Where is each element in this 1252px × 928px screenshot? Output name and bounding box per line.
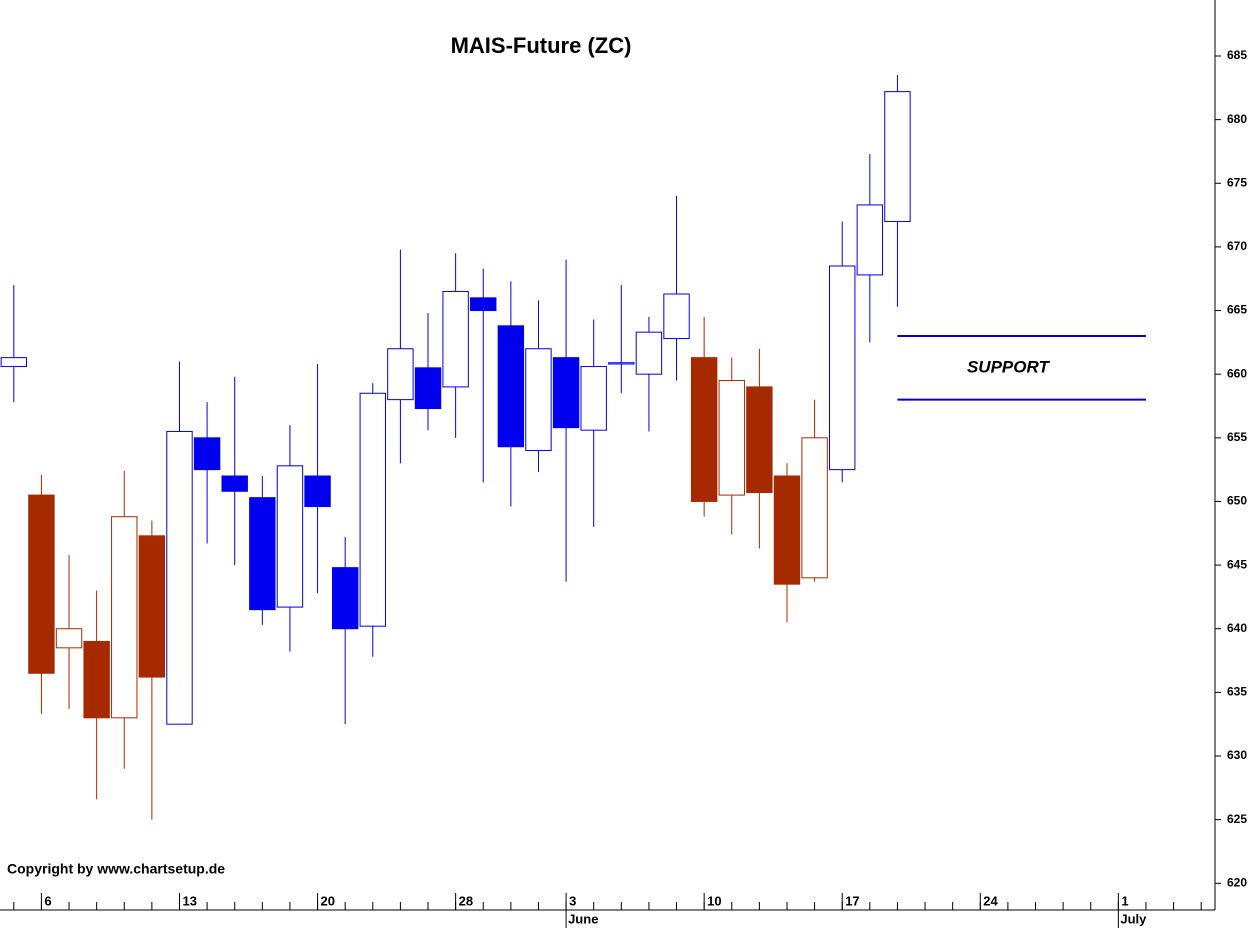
y-tick-label: 655 [1227,430,1247,444]
candle-body [359,392,386,627]
candle-body [111,516,138,719]
candle-body [746,386,773,494]
candle-body [470,297,497,312]
candle-body [331,567,359,630]
candle-body [608,362,635,365]
candle-body [856,204,884,276]
y-tick-label: 665 [1227,303,1247,317]
y-tick-label: 685 [1227,48,1247,62]
candle-body [442,290,469,388]
x-tick-label: 17 [845,893,859,908]
y-tick-label: 635 [1227,685,1247,699]
candle-body [55,628,83,649]
y-tick-label: 675 [1227,175,1247,189]
candle-body [635,331,663,375]
candle-body [580,366,607,431]
x-tick-label: 6 [44,893,51,908]
candle-body [718,380,745,496]
candle-body [829,265,856,471]
candle-body [83,640,110,719]
chart-title: MAIS-Future (ZC) [451,33,632,58]
candle-body [166,430,193,725]
y-tick-label: 670 [1227,239,1247,253]
candle-body [773,475,801,585]
candle-body [0,357,28,368]
y-tick-label: 630 [1227,748,1247,762]
y-tick-label: 620 [1227,875,1247,889]
y-tick-label: 645 [1227,557,1247,571]
x-tick-label: 13 [182,893,196,908]
candle-body [525,348,552,452]
y-tick-label: 650 [1227,494,1247,508]
x-tick-label: 28 [459,893,473,908]
candle-body [414,367,442,410]
candle-body [552,357,580,429]
month-label: July [1120,911,1147,926]
candle-body [28,494,55,674]
candle-body [690,357,718,502]
candle-body [193,437,221,471]
candle-body [221,475,248,492]
y-tick-label: 660 [1227,366,1247,380]
candle-body [249,497,276,611]
y-tick-label: 640 [1227,621,1247,635]
copyright: Copyright by www.chartsetup.de [7,861,225,877]
candle-body [801,437,828,579]
x-tick-label: 3 [569,893,576,908]
candle-body [884,91,911,222]
annotation: SUPPORT [967,357,1050,376]
candle-body [387,348,414,401]
x-tick-label: 10 [707,893,721,908]
candle-body [276,465,304,608]
candle-body [304,475,331,508]
candle-body [663,293,690,340]
x-tick-label: 20 [321,893,335,908]
x-tick-label: 1 [1121,893,1128,908]
y-tick-label: 680 [1227,112,1247,126]
candle-body [138,535,166,678]
month-label: June [568,911,598,926]
y-tick-label: 625 [1227,812,1247,826]
candle-body [497,325,525,448]
x-tick-label: 24 [983,893,998,908]
